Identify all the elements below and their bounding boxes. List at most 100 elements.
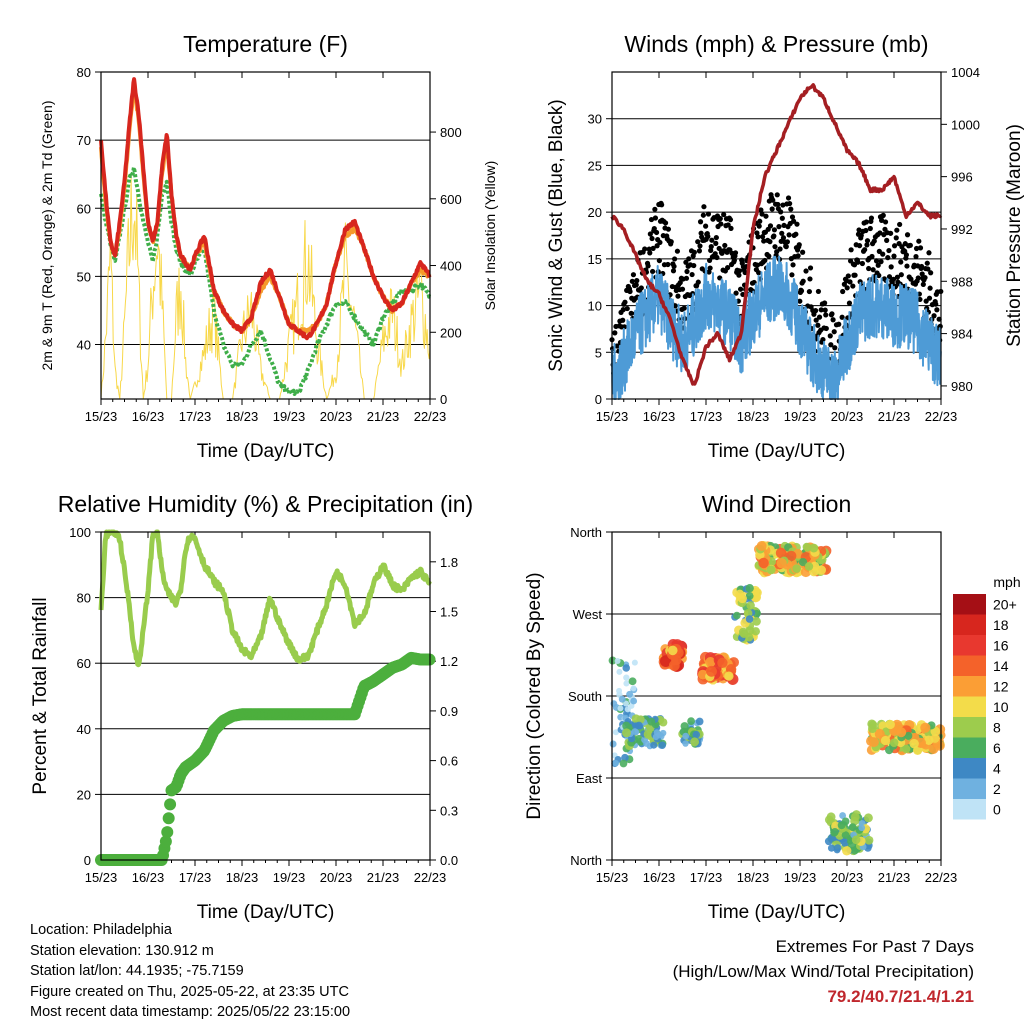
direction-point: [868, 737, 879, 748]
direction-point: [758, 557, 769, 569]
direction-point: [653, 729, 661, 736]
direction-point: [667, 645, 678, 656]
gust-point: [754, 262, 761, 268]
humidity-ytick-label: 80: [77, 591, 91, 606]
winds-title: Winds (mph) & Pressure (mb): [624, 31, 928, 57]
direction-point: [650, 741, 658, 749]
wind_direction-xtick-label: 16/23: [643, 870, 676, 885]
gust-point: [816, 314, 823, 320]
extremes-box: Extremes For Past 7 Days (High/Low/Max W…: [673, 934, 974, 1009]
gust-point: [684, 268, 690, 275]
gust-point: [652, 215, 659, 221]
direction-point: [692, 730, 701, 739]
winds-xtick-label: 18/23: [737, 409, 770, 424]
gust-point: [780, 235, 787, 241]
legend-title: mph: [993, 574, 1020, 590]
gust-point: [759, 234, 766, 240]
gust-point: [647, 250, 653, 256]
humidity-ytick-label: 40: [77, 722, 91, 737]
gust-point: [803, 268, 809, 274]
gust-point: [783, 244, 789, 250]
gust-point: [762, 257, 768, 264]
gust-point: [756, 223, 762, 229]
gust-point: [677, 280, 683, 286]
gust-point: [863, 219, 869, 225]
temperature-xtick-label: 18/23: [226, 409, 259, 424]
gust-point: [721, 211, 727, 218]
gust-point: [828, 342, 834, 348]
gust-point: [904, 232, 911, 238]
temperature-ytick-right-label: 600: [440, 192, 462, 207]
direction-point: [831, 827, 839, 836]
gust-point: [713, 234, 719, 241]
direction-point: [880, 735, 891, 746]
winds-xlabel: Time (Day/UTC): [708, 441, 846, 462]
gust-point: [831, 329, 837, 335]
gust-point: [630, 272, 637, 278]
gust-point: [858, 232, 864, 239]
direction-point: [928, 744, 939, 754]
direction-point: [631, 659, 638, 666]
gust-point: [870, 267, 876, 273]
gust-point: [891, 243, 898, 249]
direction-point: [630, 685, 637, 692]
gust-point: [756, 270, 762, 276]
gust-point: [807, 265, 814, 271]
gust-point: [642, 246, 648, 252]
humidity-ytick-right-label: 0.9: [440, 704, 458, 719]
gust-point: [864, 242, 870, 248]
gust-point: [797, 298, 803, 304]
gust-point: [880, 212, 886, 218]
gust-point: [679, 286, 686, 292]
latlon-text: Station lat/lon: 44.1935; -75.7159: [30, 963, 244, 979]
gust-point: [855, 259, 861, 265]
winds-ytick-right-label: 984: [951, 327, 973, 342]
gust-point: [840, 288, 846, 295]
direction-point: [643, 740, 650, 747]
gust-point: [931, 313, 937, 319]
humidity-xtick-label: 22/23: [414, 870, 447, 885]
direction-point: [631, 728, 639, 735]
gust-point: [647, 231, 653, 237]
gust-point: [934, 307, 940, 313]
direction-point: [909, 738, 919, 749]
gust-point: [868, 215, 875, 221]
gust-point: [697, 219, 704, 225]
humidity-chart: 0 20 40 60 80 100 0.0 0.3 0.6 0.9 1.2 1.5 1.8 15/23 16…: [30, 491, 473, 923]
gust-point: [727, 217, 734, 223]
gust-point: [767, 239, 773, 245]
winds-xtick-label: 22/23: [925, 409, 958, 424]
gust-point: [771, 227, 778, 233]
direction-point: [885, 719, 895, 730]
direction-point: [785, 550, 797, 562]
direction-point: [841, 831, 850, 839]
winds-ytick-label: 0: [595, 392, 602, 407]
legend-label: 2: [993, 781, 1001, 797]
direction-point: [924, 735, 934, 745]
gust-point: [919, 271, 925, 277]
gust-point: [627, 288, 633, 295]
direction-ylabel: Direction (Colored By Speed): [524, 572, 545, 819]
direction-point: [628, 677, 637, 686]
wind_direction-xtick-label: 20/23: [831, 870, 864, 885]
wind_direction-xlabel: Time (Day/UTC): [708, 902, 846, 923]
wind_direction-plot-border: [611, 531, 942, 861]
humidity-xlabel: Time (Day/UTC): [197, 902, 335, 923]
gust-point: [652, 206, 658, 212]
legend-swatch: [953, 696, 986, 717]
wind_direction-ytick-label: South: [568, 689, 602, 704]
direction-point: [752, 617, 761, 626]
gust-point: [791, 218, 797, 224]
gust-point: [714, 254, 720, 261]
humidity-xtick-label: 18/23: [226, 870, 259, 885]
gust-point: [700, 212, 706, 218]
gust-point: [633, 282, 639, 288]
gust-point: [864, 238, 871, 244]
gust-point: [822, 300, 828, 306]
gust-point: [832, 345, 838, 351]
gust-point: [731, 257, 737, 263]
precip-points: [95, 651, 436, 866]
gust-point: [671, 263, 677, 269]
temp-2m-line: [99, 77, 432, 341]
